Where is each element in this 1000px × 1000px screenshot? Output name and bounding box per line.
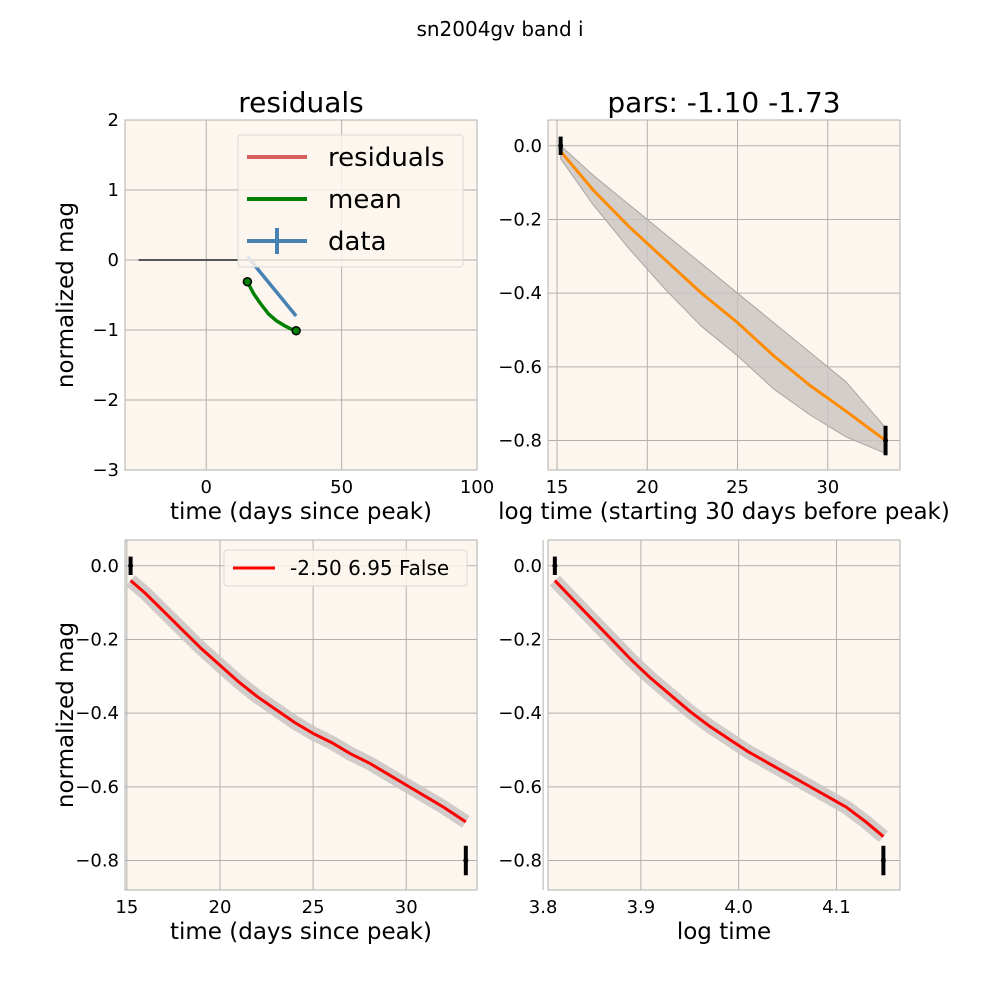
log_time_fit-xtick-label: 4.1 xyxy=(822,897,851,918)
time_fit-data-point xyxy=(128,563,133,568)
residuals-legend: residuals mean data xyxy=(238,135,463,267)
log_time_fit-ytick-label: −0.4 xyxy=(498,703,542,724)
time_fit-xtick-label: 30 xyxy=(395,897,418,918)
residuals-xtick-label: 50 xyxy=(330,477,353,498)
residuals-ytick-label: 0 xyxy=(108,250,119,271)
residuals-ytick-label: −1 xyxy=(92,320,119,341)
time_fit-xtick-label: 20 xyxy=(209,897,232,918)
log_time_fit-data-point xyxy=(552,563,557,568)
time_fit-ytick-label: −0.8 xyxy=(75,851,119,872)
residuals-ytick-label: 1 xyxy=(108,180,119,201)
log_time_fit-ytick-label: −0.2 xyxy=(498,629,542,650)
log_time_fit-data-point xyxy=(881,858,886,863)
time_fit-ytick-label: −0.2 xyxy=(75,629,119,650)
pars-ytick-label: 0.0 xyxy=(513,136,542,157)
time_fit-ytick-label: −0.6 xyxy=(75,777,119,798)
pars-ytick-label: −0.6 xyxy=(498,357,542,378)
time_fit-plot-area xyxy=(125,540,477,890)
pars-xtick-label: 30 xyxy=(816,477,839,498)
time_fit-xtick-label: 25 xyxy=(302,897,325,918)
residuals-title: residuals xyxy=(238,86,364,119)
legend-label-fit: -2.50 6.95 False xyxy=(290,556,449,580)
log_time_fit-ytick-label: −0.6 xyxy=(498,777,542,798)
pars-ytick-label: −0.8 xyxy=(498,431,542,452)
pars-ytick-label: −0.4 xyxy=(498,283,542,304)
residuals-xtick-label: 100 xyxy=(460,477,494,498)
legend-label-residuals: residuals xyxy=(328,143,445,173)
residuals-xtick-label: 0 xyxy=(201,477,212,498)
residuals-ytick-label: 2 xyxy=(108,110,119,131)
mean-endpoint-marker xyxy=(292,327,300,335)
time_fit-xlabel: time (days since peak) xyxy=(170,919,432,945)
time_fit-ytick-label: 0.0 xyxy=(90,556,119,577)
time-fit-legend: -2.50 6.95 False xyxy=(224,550,467,586)
time_fit-ylabel: normalized mag xyxy=(53,622,79,808)
residuals-ylabel: normalized mag xyxy=(53,202,79,388)
pars-xtick-label: 25 xyxy=(726,477,749,498)
mean-endpoint-marker xyxy=(243,278,251,286)
legend-label-mean: mean xyxy=(328,185,402,215)
figure-suptitle: sn2004gv band i xyxy=(416,17,583,41)
pars-data-point xyxy=(558,143,563,148)
log_time_fit-xtick-label: 3.9 xyxy=(627,897,656,918)
pars-xlabel: log time (starting 30 days before peak) xyxy=(498,499,950,525)
legend-label-data: data xyxy=(328,227,387,257)
time_fit-data-point xyxy=(463,858,468,863)
pars-ytick-label: −0.2 xyxy=(498,209,542,230)
log_time_fit-xtick-label: 4.0 xyxy=(724,897,753,918)
pars-xtick-label: 20 xyxy=(636,477,659,498)
pars-data-point xyxy=(883,438,888,443)
time_fit-ytick-label: −0.4 xyxy=(75,703,119,724)
subplot-residuals: 0 50 100 −3 −2 −1 0 1 2 residuals time (days since… xyxy=(53,86,494,525)
subplot-log_time_fit: 3.8 3.9 4.0 4.1 0.0 −0.2 −0.4 −0.6 −0.8 log time xyxy=(498,540,900,945)
pars-title: pars: -1.10 -1.73 xyxy=(607,86,840,119)
pars-xtick-label: 15 xyxy=(546,477,569,498)
log_time_fit-ytick-label: −0.8 xyxy=(498,851,542,872)
subplot-pars: 15 20 25 30 0.0 −0.2 −0.4 −0.6 −0.8 pars: -1.10 -… xyxy=(498,86,950,525)
residuals-ytick-label: −3 xyxy=(92,460,119,481)
log_time_fit-plot-area xyxy=(548,540,900,890)
subplot-time_fit: 15 20 25 30 0.0 −0.2 −0.4 −0.6 −0.8 time (days si… xyxy=(53,540,477,945)
log_time_fit-ytick-label: 0.0 xyxy=(513,556,542,577)
log_time_fit-xtick-label: 3.8 xyxy=(529,897,558,918)
log_time_fit-xlabel: log time xyxy=(677,919,771,945)
residuals-xlabel: time (days since peak) xyxy=(170,499,432,525)
residuals-ytick-label: −2 xyxy=(92,390,119,411)
time_fit-xtick-label: 15 xyxy=(115,897,138,918)
